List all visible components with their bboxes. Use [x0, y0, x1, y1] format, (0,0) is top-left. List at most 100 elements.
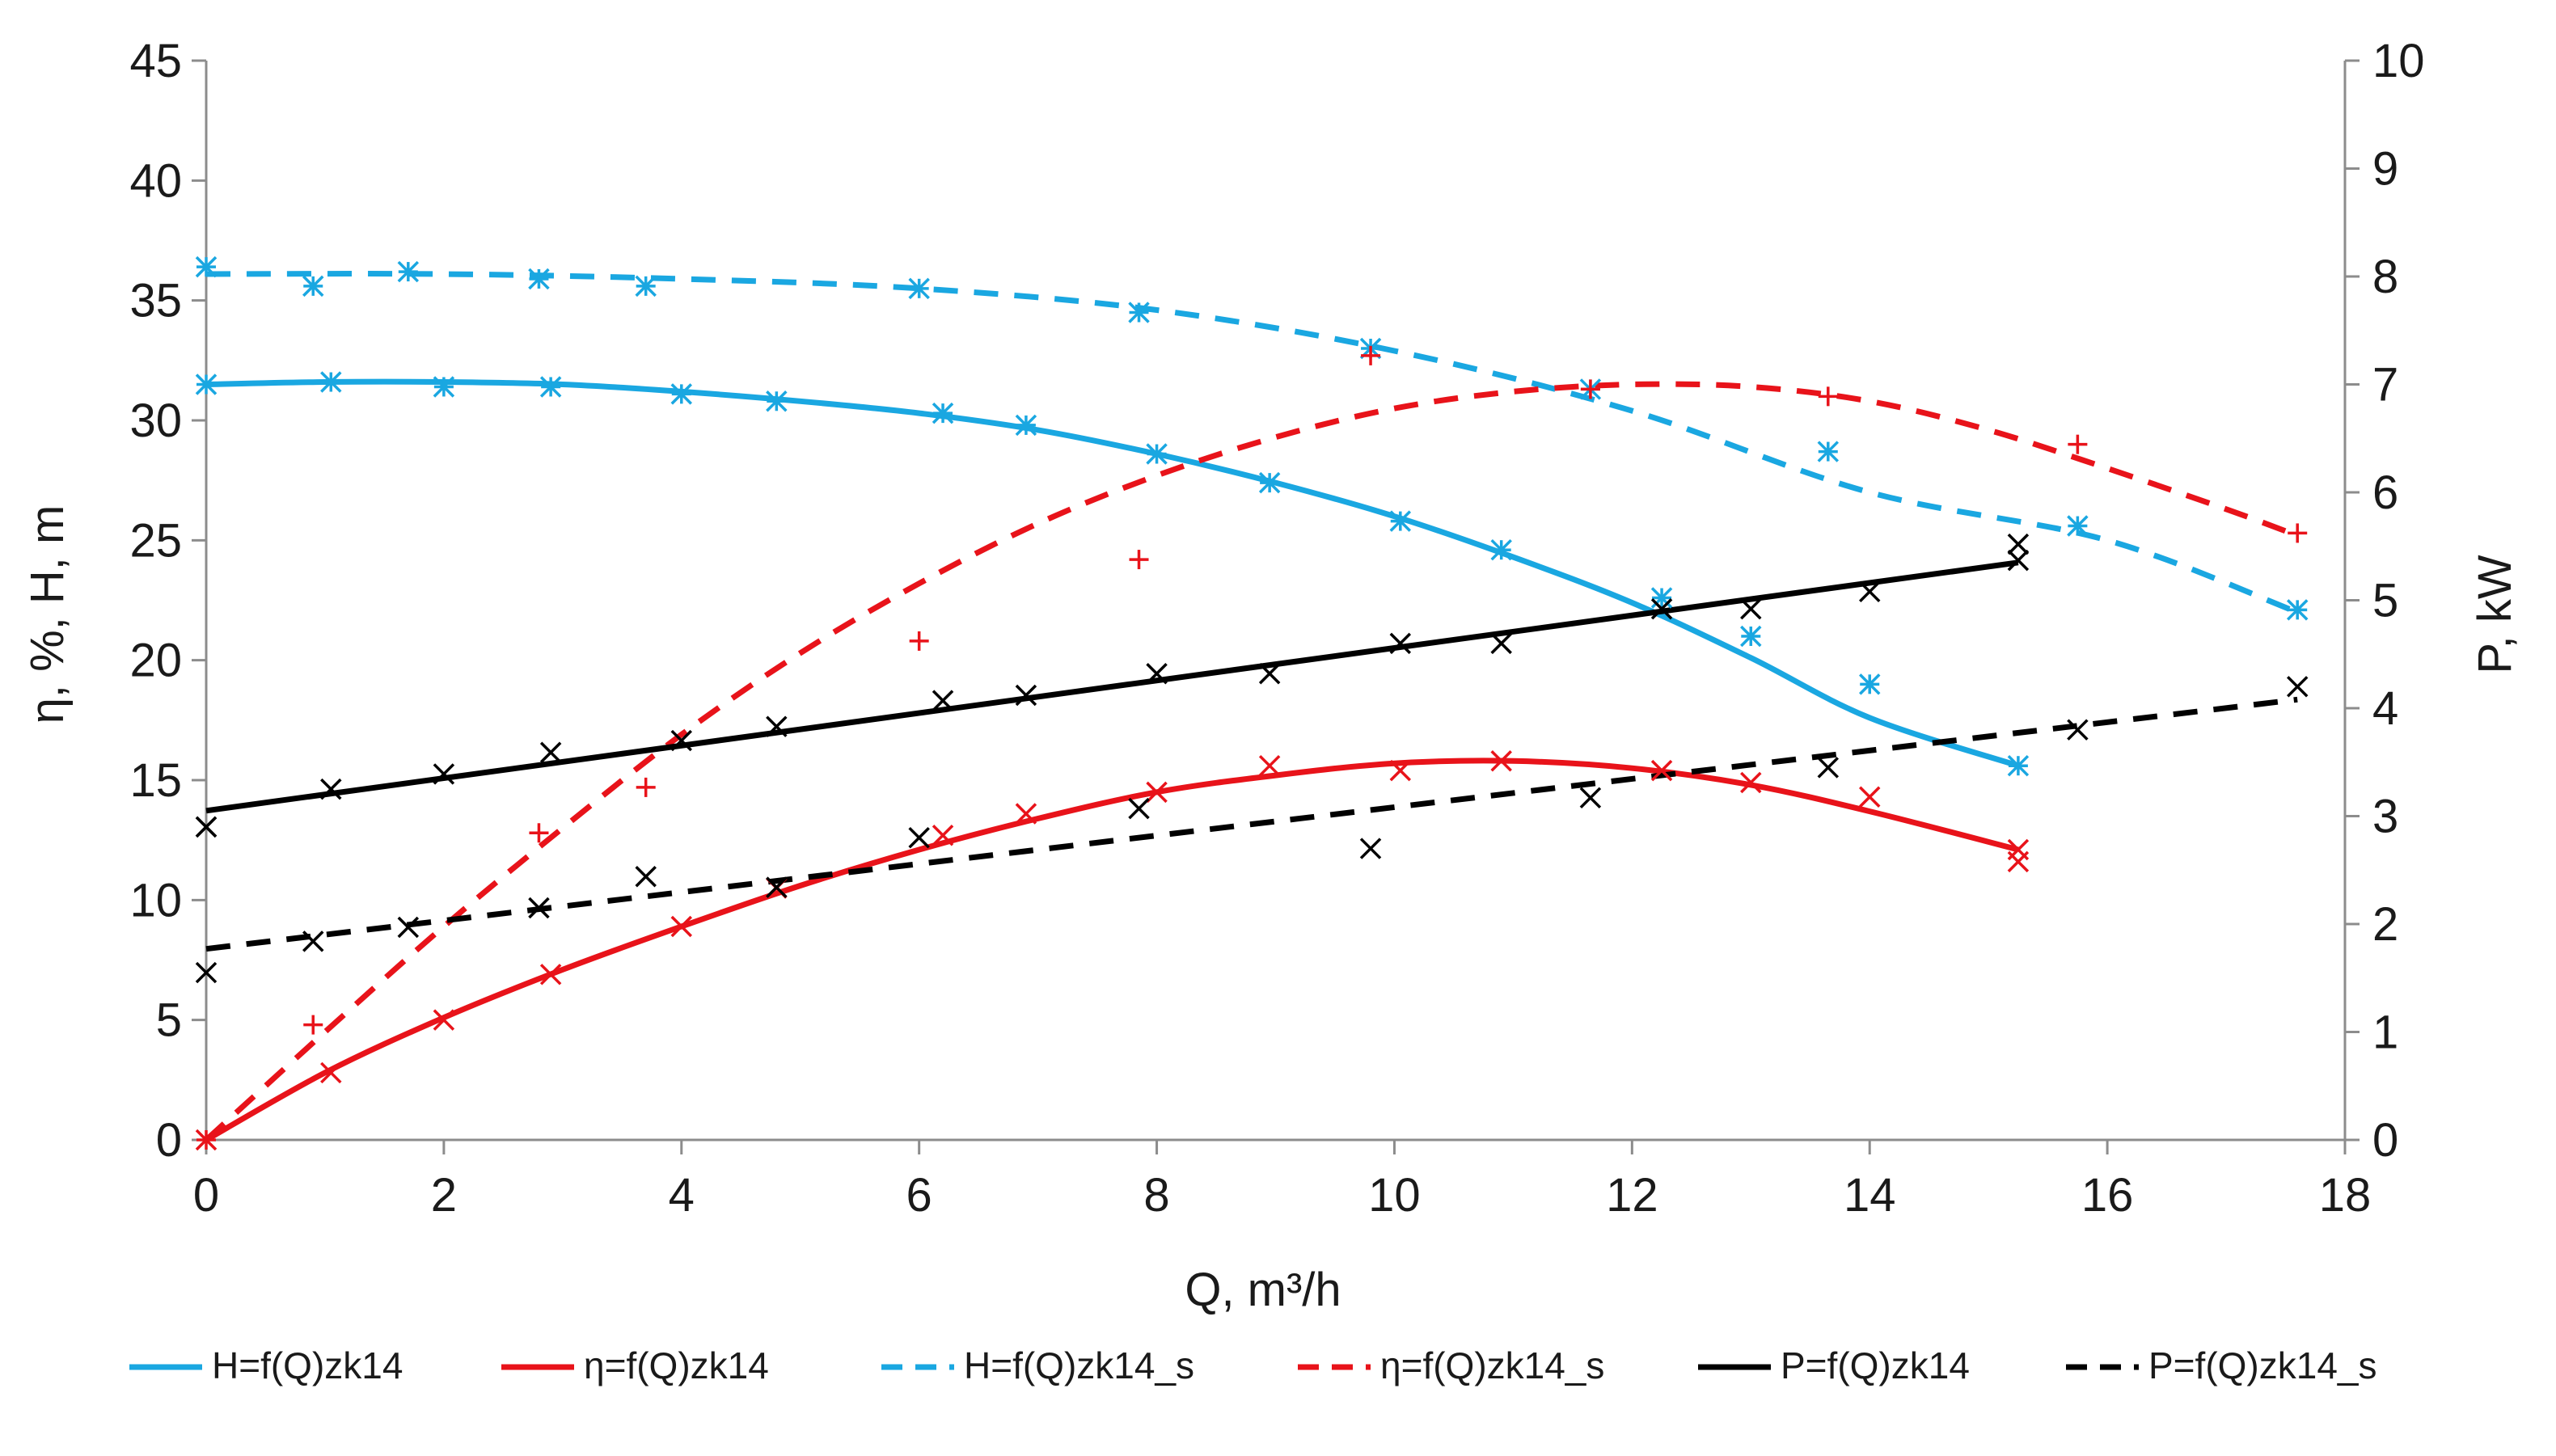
- series-4-marker: [1580, 379, 1600, 399]
- y-right-tick-label: 4: [2372, 682, 2398, 735]
- series-1-marker: [1858, 673, 1881, 695]
- series-2-marker: [1146, 781, 1168, 804]
- series-2-marker-stroke: [1490, 750, 1512, 772]
- y-left-tick-label: 15: [129, 754, 182, 807]
- x-tick-label: 14: [1844, 1169, 1896, 1222]
- series-4-marker: [1129, 550, 1149, 570]
- series-1-marker: [320, 371, 342, 393]
- series-6-marker-stroke: [195, 816, 218, 838]
- series-1-marker: [932, 402, 954, 424]
- legend: H=f(Q)zk14 η=f(Q)zk14 H=f(Q)zk14_s η=f(Q)zk…: [129, 1344, 2377, 1386]
- series-6-marker-stroke: [908, 826, 930, 849]
- series-2-marker-stroke: [2007, 838, 2030, 861]
- series-1-marker: [1258, 471, 1281, 494]
- series-6-marker: [766, 876, 788, 898]
- series-5-marker: [670, 729, 693, 752]
- series-5-marker: [539, 741, 562, 763]
- series-5-marker-stroke: [1258, 663, 1281, 685]
- x-tick-label: 4: [669, 1169, 695, 1222]
- series-6-marker-stroke: [195, 961, 218, 984]
- y-axis-left-title: η, %, H, m: [21, 505, 74, 724]
- series-6-marker-stroke: [528, 897, 550, 919]
- series-5-marker: [320, 778, 342, 800]
- series-6-marker: [2286, 676, 2309, 698]
- series-3-marker: [302, 275, 324, 298]
- series-4-marker: [303, 1015, 323, 1035]
- series-1-marker: [195, 373, 218, 395]
- axes: 0 2 4 6 8 10 12 14 16 180510152025303540450123456…: [129, 35, 2424, 1222]
- legend-label-1: H=f(Q)zk14: [212, 1344, 403, 1386]
- y-left-tick-label: 30: [129, 395, 182, 447]
- series-4-marker: [196, 1130, 216, 1150]
- series-2-marker-stroke: [539, 964, 562, 985]
- x-tick-label: 2: [431, 1169, 457, 1222]
- y-right-tick-label: 1: [2372, 1007, 2398, 1059]
- series-2-marker: [1258, 754, 1281, 777]
- series-1-line: [205, 378, 2019, 769]
- series-6-marker-stroke: [1579, 787, 1602, 809]
- x-tick-label: 6: [906, 1169, 932, 1222]
- series-5-marker: [1015, 684, 1037, 707]
- series-1-marker: [539, 376, 562, 398]
- y-right-tick-label: 7: [2372, 359, 2398, 411]
- series-5-marker-stroke: [670, 729, 693, 752]
- series-2-marker: [1015, 803, 1037, 825]
- series-4-marker: [909, 631, 929, 651]
- series-2-marker: [320, 1061, 342, 1084]
- series-1-marker: [1146, 443, 1168, 465]
- series-1-marker: [1650, 587, 1673, 609]
- series-5-marker-stroke: [2007, 549, 2030, 572]
- series-6-marker-stroke: [302, 931, 324, 952]
- series-5-marker: [932, 690, 954, 711]
- series-2-marker-stroke: [1858, 786, 1881, 808]
- series-1-marker: [670, 383, 693, 405]
- series-2-marker: [2007, 838, 2030, 861]
- series-5-marker-stroke: [1740, 597, 1762, 620]
- series-2-marker-stroke: [670, 915, 693, 938]
- series-5-marker: [1389, 632, 1412, 655]
- y-left-tick-label: 20: [129, 635, 182, 687]
- series-3-marker: [908, 277, 930, 300]
- series-6-marker: [195, 816, 218, 838]
- y-right-tick-label: 6: [2372, 466, 2398, 519]
- series-3-line: [205, 271, 2299, 615]
- series-3-marker: [2067, 515, 2089, 537]
- series-2-marker: [433, 1009, 455, 1031]
- series-2-marker-stroke: [1389, 759, 1412, 782]
- legend-label-3: H=f(Q)zk14_s: [964, 1344, 1194, 1386]
- series-5-marker: [1146, 663, 1168, 685]
- series-5-marker: [2007, 549, 2030, 572]
- series-4-marker: [2068, 434, 2088, 454]
- series-6-marker: [1579, 787, 1602, 809]
- series-3-marker: [528, 268, 550, 290]
- series-2-marker: [1650, 759, 1673, 782]
- series-2-marker: [1858, 786, 1881, 808]
- series-4-line: [204, 381, 2299, 1142]
- series-6-marker-stroke: [635, 866, 657, 888]
- series-5-marker: [433, 763, 455, 785]
- x-tick-label: 8: [1143, 1169, 1169, 1222]
- series-6-marker: [1128, 797, 1150, 820]
- y-right-tick-label: 9: [2372, 143, 2398, 196]
- series-6-marker: [1817, 757, 1840, 779]
- markers-layer: [195, 255, 2309, 1151]
- series-2-marker: [1490, 750, 1512, 772]
- series-4-marker: [1361, 345, 1381, 365]
- series-5-marker: [1490, 632, 1512, 655]
- legend-label-2: η=f(Q)zk14: [584, 1344, 769, 1386]
- series-1-marker: [1389, 510, 1412, 532]
- series-5-marker: [1858, 580, 1881, 603]
- y-right-tick-label: 0: [2372, 1114, 2398, 1167]
- legend-label-5: P=f(Q)zk14: [1781, 1344, 1970, 1386]
- series-6-marker: [302, 931, 324, 952]
- series-6-marker-stroke: [1817, 757, 1840, 779]
- y-left-tick-label: 40: [129, 154, 182, 207]
- series-5-marker-stroke: [433, 763, 455, 785]
- series-1-marker: [1740, 625, 1762, 648]
- series-2-marker-stroke: [1015, 803, 1037, 825]
- series-5-marker-stroke: [1389, 632, 1412, 655]
- series-5-marker-stroke: [1146, 663, 1168, 685]
- series-6-marker: [2067, 719, 2089, 741]
- series-5-marker: [1740, 597, 1762, 620]
- series-2-marker-stroke: [320, 1061, 342, 1084]
